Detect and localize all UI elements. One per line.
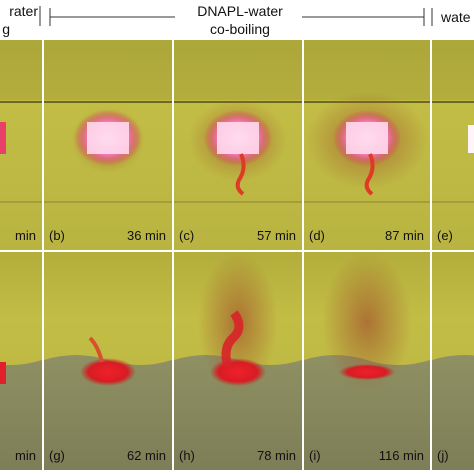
panel-time: 116 min: [379, 448, 424, 463]
plume: [235, 153, 246, 196]
panel: (j): [432, 252, 474, 470]
header-right: wate: [440, 9, 471, 25]
panel-letter: (d): [309, 228, 325, 243]
source: [0, 122, 6, 154]
sand: [432, 355, 474, 470]
band: [174, 40, 302, 100]
panel-letter: (h): [179, 448, 195, 463]
panel: (b) 36 min: [44, 40, 174, 250]
header-left: rater: [9, 3, 38, 19]
header-left: g: [2, 21, 10, 37]
sand: [174, 355, 302, 470]
dnapl: [80, 358, 136, 386]
sand: [0, 360, 42, 470]
panel-letter: (i): [309, 448, 321, 463]
panel-letter: (b): [49, 228, 65, 243]
dnapl: [339, 364, 395, 380]
panel: (g) 62 min: [44, 252, 174, 470]
plume: [364, 153, 375, 196]
panel-letter: (e): [437, 228, 453, 243]
source: [468, 125, 474, 153]
sand: [44, 355, 172, 470]
panel-time: 57 min: [257, 228, 296, 243]
panel: (h) 78 min: [174, 252, 304, 470]
dnapl: [0, 362, 6, 384]
header-center: DNAPL-water: [197, 3, 283, 19]
sand: [304, 355, 430, 470]
dnapl: [210, 358, 266, 386]
header: rater g DNAPL-water co-boiling wate: [2, 3, 471, 37]
plume: [88, 336, 104, 363]
band: [0, 40, 42, 100]
source: [87, 122, 129, 154]
panel: (i) 116 min: [304, 252, 432, 470]
band: [304, 40, 430, 100]
panel-time: min: [15, 448, 36, 463]
panel-time: min: [15, 228, 36, 243]
panel: min: [0, 40, 44, 250]
panel: (c) 57 min: [174, 40, 304, 250]
panel: min: [0, 252, 44, 470]
panel-time: 62 min: [127, 448, 166, 463]
panel-time: 87 min: [385, 228, 424, 243]
panel-letter: (j): [437, 448, 449, 463]
panel: (d) 87 min: [304, 40, 432, 250]
panel-letter: (c): [179, 228, 194, 243]
header-center: co-boiling: [210, 21, 270, 37]
panel-time: 36 min: [127, 228, 166, 243]
haze: [322, 252, 412, 392]
band: [44, 40, 172, 100]
panel-letter: (g): [49, 448, 65, 463]
plume: [221, 310, 244, 369]
panel-time: 78 min: [257, 448, 296, 463]
panel: (e): [432, 40, 474, 250]
band: [432, 40, 474, 100]
source: [217, 122, 259, 154]
source: [346, 122, 388, 154]
